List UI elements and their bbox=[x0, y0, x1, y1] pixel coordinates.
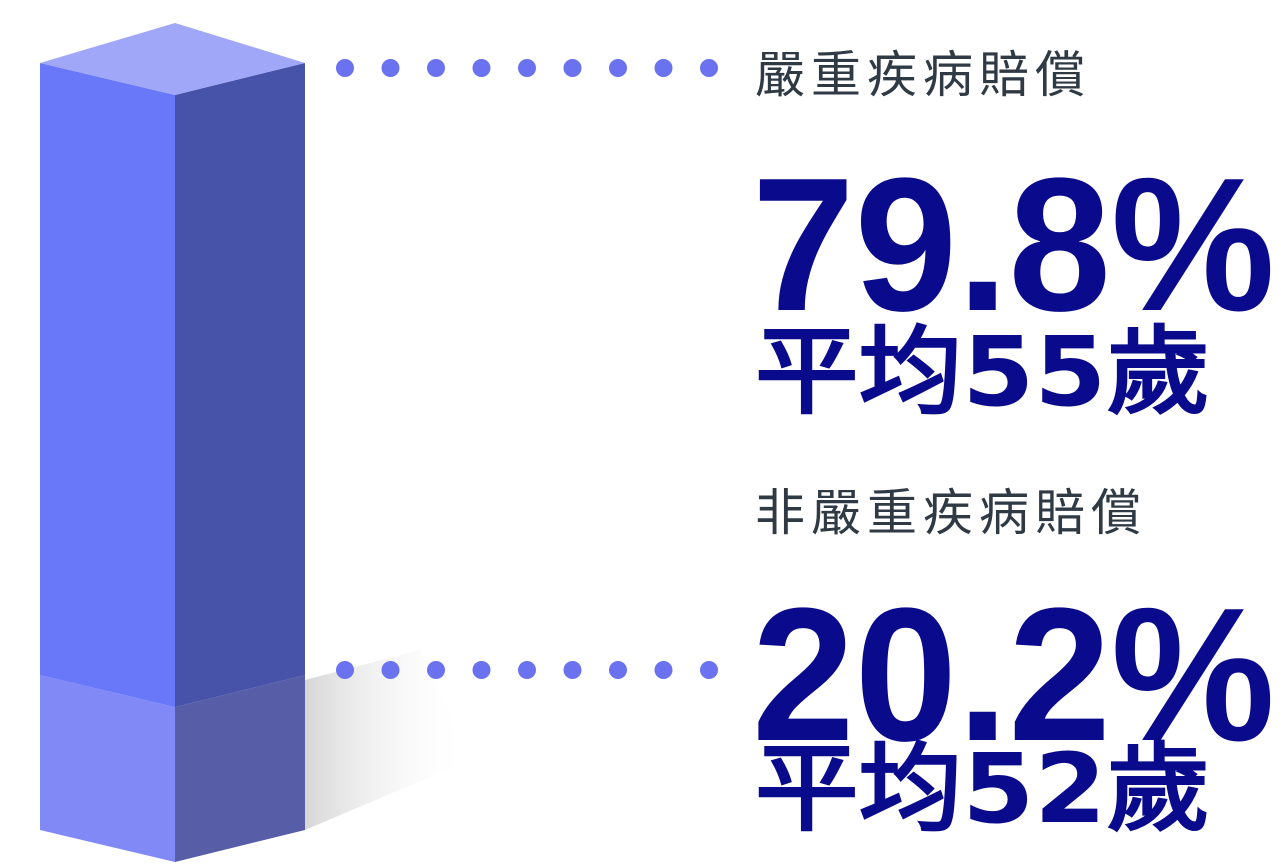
bar-segment-right bbox=[175, 63, 305, 708]
dot bbox=[381, 661, 400, 679]
dot bbox=[563, 661, 582, 679]
bar-segment-left bbox=[40, 63, 175, 708]
dot bbox=[518, 661, 536, 679]
dot bbox=[609, 661, 627, 679]
shadow bbox=[305, 650, 470, 830]
dot bbox=[381, 59, 400, 77]
bar bbox=[40, 23, 305, 862]
age-label: 平均52歲 bbox=[755, 733, 1210, 845]
dot-leaders bbox=[336, 59, 718, 679]
dot bbox=[609, 59, 627, 77]
bar-top bbox=[40, 23, 305, 95]
dot bbox=[472, 661, 491, 679]
dot bbox=[654, 59, 673, 77]
dot bbox=[700, 661, 718, 679]
value-label: 20.2% bbox=[752, 569, 1275, 781]
dot bbox=[336, 661, 354, 679]
dot bbox=[472, 59, 491, 77]
age-label: 平均55歲 bbox=[755, 316, 1210, 428]
value-label: 79.8% bbox=[752, 139, 1275, 351]
dot bbox=[336, 59, 354, 77]
dot bbox=[427, 59, 445, 77]
dot bbox=[654, 661, 673, 679]
dot bbox=[700, 59, 718, 77]
dot bbox=[427, 661, 445, 679]
label: 非嚴重疾病賠償 bbox=[755, 484, 1147, 542]
label: 嚴重疾病賠償 bbox=[755, 46, 1091, 104]
dot bbox=[518, 59, 536, 77]
bar-segment-left bbox=[40, 675, 175, 862]
dot bbox=[563, 59, 582, 77]
bar-segment-right bbox=[175, 675, 305, 862]
